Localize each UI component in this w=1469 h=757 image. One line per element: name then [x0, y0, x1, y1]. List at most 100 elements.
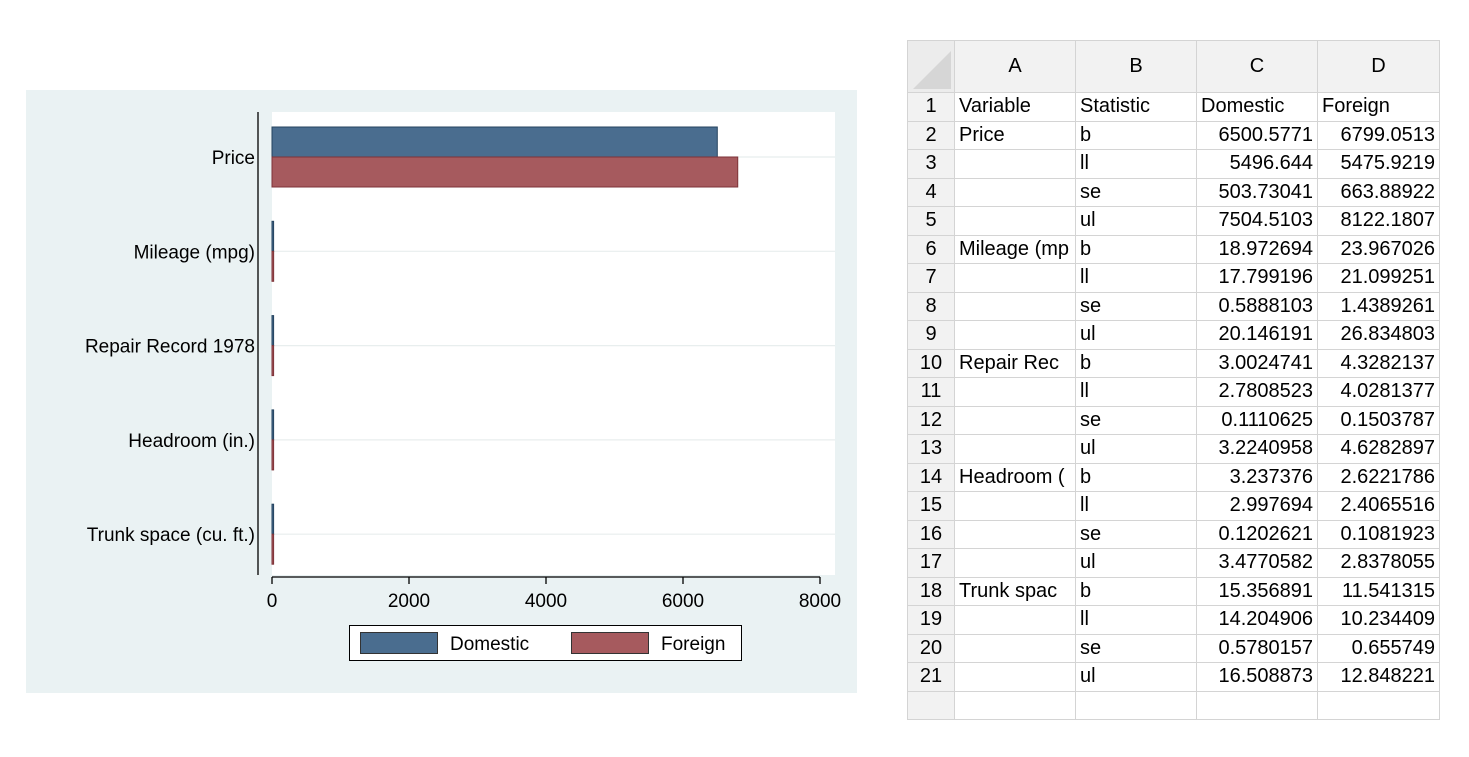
row-header[interactable]: 17 — [907, 548, 955, 578]
cell-d[interactable]: 8122.1807 — [1317, 206, 1440, 236]
cell-d[interactable]: 4.3282137 — [1317, 348, 1440, 378]
cell-a[interactable] — [954, 662, 1076, 692]
cell-b[interactable]: ll — [1075, 263, 1197, 293]
select-all-corner[interactable] — [907, 40, 955, 93]
cell-b[interactable]: ll — [1075, 149, 1197, 179]
cell-b[interactable]: se — [1075, 291, 1197, 321]
cell-d[interactable]: 6799.0513 — [1317, 120, 1440, 150]
column-header-d[interactable]: D — [1317, 40, 1440, 93]
row-header[interactable]: 18 — [907, 576, 955, 606]
cell-d[interactable] — [1317, 690, 1440, 720]
row-header[interactable]: 7 — [907, 263, 955, 293]
cell-c[interactable]: 3.237376 — [1196, 462, 1318, 492]
cell-b[interactable]: se — [1075, 405, 1197, 435]
cell-c[interactable]: 15.356891 — [1196, 576, 1318, 606]
cell-b[interactable]: se — [1075, 633, 1197, 663]
cell-a[interactable]: Mileage (mp — [954, 234, 1076, 264]
cell-d[interactable]: 0.655749 — [1317, 633, 1440, 663]
cell-d[interactable]: Foreign — [1317, 92, 1440, 122]
cell-b[interactable] — [1075, 690, 1197, 720]
cell-a[interactable] — [954, 291, 1076, 321]
cell-a[interactable] — [954, 605, 1076, 635]
cell-b[interactable]: ll — [1075, 605, 1197, 635]
cell-b[interactable]: ll — [1075, 491, 1197, 521]
cell-b[interactable]: Statistic — [1075, 92, 1197, 122]
cell-d[interactable]: 12.848221 — [1317, 662, 1440, 692]
cell-d[interactable]: 10.234409 — [1317, 605, 1440, 635]
cell-d[interactable]: 2.8378055 — [1317, 548, 1440, 578]
row-header[interactable]: 8 — [907, 291, 955, 321]
cell-d[interactable]: 21.099251 — [1317, 263, 1440, 293]
cell-c[interactable]: 18.972694 — [1196, 234, 1318, 264]
cell-a[interactable] — [954, 690, 1076, 720]
cell-c[interactable]: 14.204906 — [1196, 605, 1318, 635]
cell-a[interactable] — [954, 263, 1076, 293]
cell-c[interactable]: 6500.5771 — [1196, 120, 1318, 150]
row-header[interactable]: 21 — [907, 662, 955, 692]
cell-b[interactable]: ul — [1075, 206, 1197, 236]
row-header[interactable]: 12 — [907, 405, 955, 435]
row-header[interactable]: 2 — [907, 120, 955, 150]
cell-c[interactable]: 2.7808523 — [1196, 377, 1318, 407]
cell-a[interactable]: Repair Rec — [954, 348, 1076, 378]
cell-b[interactable]: b — [1075, 234, 1197, 264]
cell-c[interactable]: 20.146191 — [1196, 320, 1318, 350]
cell-d[interactable]: 4.0281377 — [1317, 377, 1440, 407]
cell-c[interactable]: 7504.5103 — [1196, 206, 1318, 236]
cell-a[interactable] — [954, 633, 1076, 663]
cell-a[interactable] — [954, 434, 1076, 464]
cell-a[interactable] — [954, 206, 1076, 236]
cell-c[interactable]: 3.2240958 — [1196, 434, 1318, 464]
row-header[interactable]: 9 — [907, 320, 955, 350]
cell-a[interactable] — [954, 548, 1076, 578]
cell-c[interactable]: Domestic — [1196, 92, 1318, 122]
cell-b[interactable]: b — [1075, 348, 1197, 378]
cell-d[interactable]: 0.1503787 — [1317, 405, 1440, 435]
row-header[interactable]: 3 — [907, 149, 955, 179]
cell-c[interactable] — [1196, 690, 1318, 720]
cell-b[interactable]: b — [1075, 462, 1197, 492]
cell-d[interactable]: 2.6221786 — [1317, 462, 1440, 492]
row-header[interactable]: 20 — [907, 633, 955, 663]
cell-b[interactable]: se — [1075, 177, 1197, 207]
cell-b[interactable]: b — [1075, 120, 1197, 150]
row-header[interactable] — [907, 690, 955, 720]
cell-a[interactable]: Variable — [954, 92, 1076, 122]
cell-c[interactable]: 0.5780157 — [1196, 633, 1318, 663]
cell-b[interactable]: ul — [1075, 662, 1197, 692]
cell-b[interactable]: ul — [1075, 434, 1197, 464]
row-header[interactable]: 1 — [907, 92, 955, 122]
cell-d[interactable]: 1.4389261 — [1317, 291, 1440, 321]
cell-d[interactable]: 11.541315 — [1317, 576, 1440, 606]
row-header[interactable]: 16 — [907, 519, 955, 549]
cell-c[interactable]: 0.1202621 — [1196, 519, 1318, 549]
cell-c[interactable]: 17.799196 — [1196, 263, 1318, 293]
cell-a[interactable] — [954, 405, 1076, 435]
cell-d[interactable]: 5475.9219 — [1317, 149, 1440, 179]
cell-c[interactable]: 2.997694 — [1196, 491, 1318, 521]
row-header[interactable]: 10 — [907, 348, 955, 378]
cell-d[interactable]: 2.4065516 — [1317, 491, 1440, 521]
row-header[interactable]: 19 — [907, 605, 955, 635]
cell-c[interactable]: 503.73041 — [1196, 177, 1318, 207]
cell-a[interactable] — [954, 149, 1076, 179]
cell-b[interactable]: se — [1075, 519, 1197, 549]
cell-c[interactable]: 5496.644 — [1196, 149, 1318, 179]
cell-c[interactable]: 16.508873 — [1196, 662, 1318, 692]
row-header[interactable]: 14 — [907, 462, 955, 492]
cell-d[interactable]: 0.1081923 — [1317, 519, 1440, 549]
cell-d[interactable]: 23.967026 — [1317, 234, 1440, 264]
cell-a[interactable]: Trunk spac — [954, 576, 1076, 606]
cell-b[interactable]: ul — [1075, 320, 1197, 350]
cell-d[interactable]: 26.834803 — [1317, 320, 1440, 350]
cell-a[interactable]: Headroom ( — [954, 462, 1076, 492]
row-header[interactable]: 15 — [907, 491, 955, 521]
cell-a[interactable]: Price — [954, 120, 1076, 150]
cell-a[interactable] — [954, 377, 1076, 407]
cell-a[interactable] — [954, 519, 1076, 549]
cell-b[interactable]: ul — [1075, 548, 1197, 578]
row-header[interactable]: 13 — [907, 434, 955, 464]
spreadsheet[interactable]: A B C D 1 Variable Statistic Domestic Foreig… — [907, 40, 1446, 720]
cell-a[interactable] — [954, 491, 1076, 521]
cell-c[interactable]: 0.1110625 — [1196, 405, 1318, 435]
